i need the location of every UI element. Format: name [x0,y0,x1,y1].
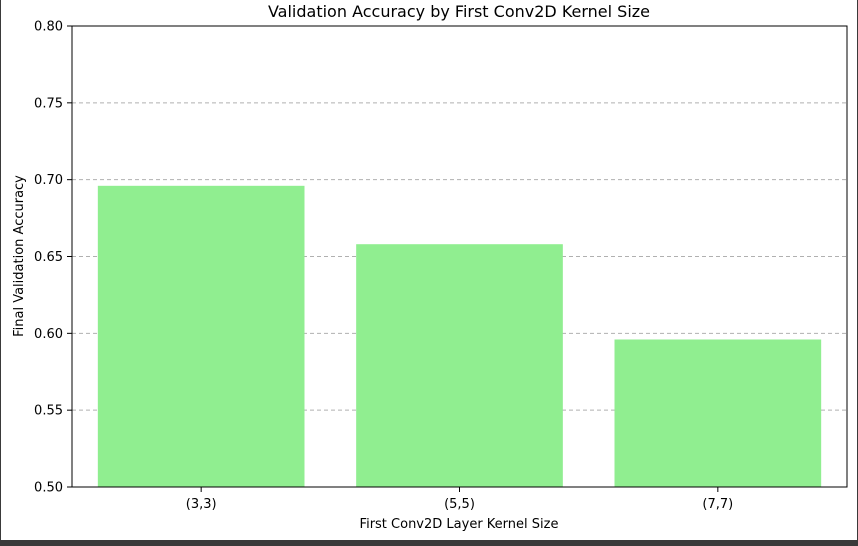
bar [356,244,563,487]
y-tick-label: 0.55 [34,404,63,419]
y-tick-label: 0.50 [34,481,63,496]
bar [97,185,305,487]
x-tick-label: (7,7) [702,497,733,512]
x-tick-label: (5,5) [444,497,475,512]
bars [97,185,822,487]
bar [614,339,822,487]
x-axis-ticks: (3,3) (5,5) (7,7) [186,487,733,512]
y-tick-label: 0.70 [34,173,63,188]
y-tick-label: 0.80 [34,20,63,35]
y-tick-label: 0.60 [34,327,63,342]
y-tick-label: 0.75 [34,96,63,111]
y-axis-title: Final Validation Accuracy [12,175,27,337]
chart-title: Validation Accuracy by First Conv2D Kern… [268,2,650,21]
y-tick-label: 0.65 [34,250,63,265]
x-tick-label: (3,3) [186,497,217,512]
y-axis-ticks: 0.50 0.55 0.60 0.65 0.70 0.75 0.80 [34,20,72,496]
x-axis-title: First Conv2D Layer Kernel Size [360,517,559,532]
